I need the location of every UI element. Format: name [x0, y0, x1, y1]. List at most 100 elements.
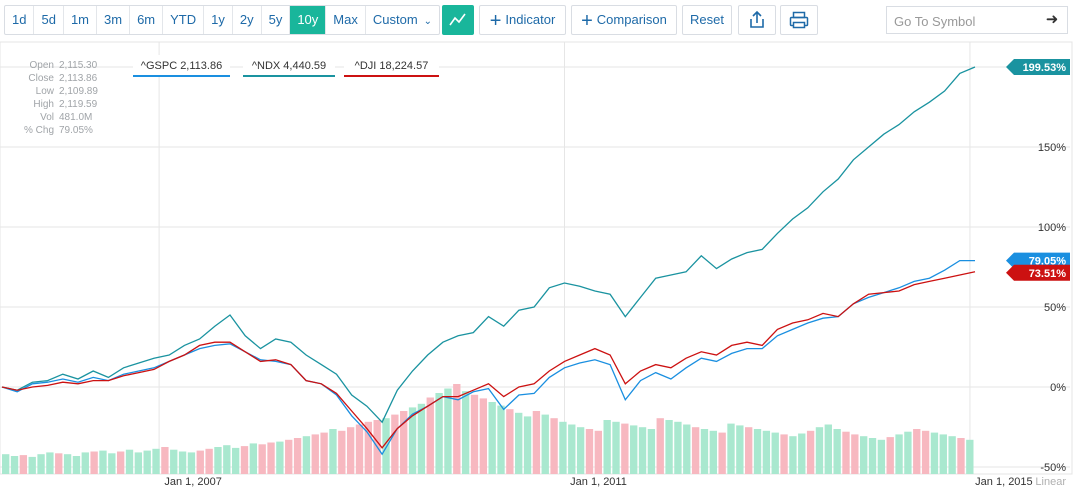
volume-bar	[258, 444, 266, 474]
share-icon	[750, 10, 764, 28]
volume-bar	[753, 429, 762, 474]
last-value-flag	[1006, 59, 1070, 75]
volume-bar	[461, 391, 470, 474]
volume-bar	[391, 414, 399, 474]
volume-bar	[320, 432, 328, 474]
range-5d[interactable]: 5d	[34, 6, 64, 34]
volume-bar	[868, 438, 877, 474]
volume-bar	[621, 423, 629, 474]
volume-bar	[806, 430, 815, 474]
share-button[interactable]	[738, 5, 776, 35]
volume-bar	[594, 430, 602, 474]
volume-bar	[736, 425, 744, 474]
y-tick-label: -50%	[1040, 462, 1066, 474]
volume-bar	[515, 412, 523, 474]
range-1y[interactable]: 1y	[204, 6, 233, 34]
range-10y[interactable]: 10y	[290, 6, 327, 34]
volume-bar	[860, 436, 868, 474]
volume-bar	[214, 447, 222, 474]
volume-bar	[99, 450, 107, 474]
volume-bar	[798, 433, 806, 474]
volume-bar	[46, 452, 54, 474]
quote-row: Close 2,113.86	[4, 73, 98, 86]
volume-bar	[223, 445, 231, 474]
volume-bar	[559, 421, 567, 474]
chart-type-button[interactable]	[442, 5, 474, 35]
arrow-right-icon[interactable]: ➜	[1045, 11, 1059, 28]
volume-bar	[727, 423, 735, 474]
volume-bar	[400, 411, 408, 474]
volume-bar	[161, 447, 169, 474]
volume-bar	[833, 429, 841, 474]
volume-bar	[966, 439, 974, 474]
volume-bar	[143, 450, 151, 474]
quote-value: 2,109.89	[59, 85, 98, 97]
volume-bar	[90, 451, 98, 474]
range-3m[interactable]: 3m	[97, 6, 131, 34]
volume-bar	[948, 436, 956, 474]
volume-bar	[240, 446, 249, 474]
quote-label: Vol	[40, 111, 54, 123]
range-custom[interactable]: Custom ⌄	[366, 6, 439, 34]
volume-bar	[532, 411, 541, 474]
quote-value: 2,119.59	[59, 98, 98, 110]
comparison-button[interactable]: + Comparison	[571, 5, 677, 35]
volume-bar	[285, 439, 293, 474]
volume-bar	[877, 439, 886, 474]
volume-bar	[638, 427, 647, 474]
volume-bar	[497, 405, 505, 474]
volume-bar	[683, 424, 691, 474]
indicator-label: Indicator	[505, 12, 556, 27]
volume-bar	[815, 427, 824, 474]
legend-ndx[interactable]: ^NDX 4,440.59	[243, 55, 335, 77]
volume-bar	[329, 429, 337, 474]
volume-bar	[488, 402, 496, 474]
quote-row: High 2,119.59	[4, 99, 98, 112]
indicator-button[interactable]: + Indicator	[479, 5, 566, 35]
range-6m[interactable]: 6m	[130, 6, 164, 34]
quote-value: 2,115.30	[59, 60, 98, 71]
reset-button[interactable]: Reset	[682, 5, 732, 35]
volume-bar	[656, 418, 664, 474]
volume-bar	[134, 452, 143, 474]
volume-bar	[939, 434, 947, 474]
volume-bar	[568, 424, 576, 474]
legend-dji[interactable]: ^DJI 18,224.57	[344, 55, 439, 77]
quote-row: % Chg 79.05%	[4, 125, 98, 138]
symbol-search: ➜	[886, 6, 1068, 34]
volume-bar	[108, 453, 116, 474]
volume-bar	[630, 425, 638, 474]
legend-gspc[interactable]: ^GSPC 2,113.86	[133, 55, 230, 77]
volume-bar	[921, 430, 930, 474]
last-value-label: 199.53%	[1023, 62, 1067, 74]
quote-row: Low 2,109.89	[4, 86, 98, 99]
range-1d[interactable]: 1d	[5, 6, 35, 34]
volume-bar	[886, 437, 894, 474]
volume-bar	[780, 434, 788, 474]
volume-bar	[267, 442, 275, 474]
last-value-label: 79.05%	[1029, 256, 1067, 268]
volume-bar	[293, 438, 302, 474]
symbol-search-input[interactable]	[892, 11, 1036, 31]
volume-bar	[408, 407, 417, 474]
print-button[interactable]	[780, 5, 818, 35]
range-2y[interactable]: 2y	[233, 6, 262, 34]
range-ytd[interactable]: YTD	[163, 6, 205, 34]
volume-bar	[957, 438, 965, 474]
range-max[interactable]: Max	[326, 6, 366, 34]
quote-label: High	[33, 98, 54, 110]
quote-label: Open	[29, 60, 54, 71]
volume-bar	[612, 421, 620, 474]
volume-bar	[771, 432, 779, 474]
quote-value: 481.0M	[59, 111, 93, 123]
volume-bar	[55, 453, 63, 474]
volume-bar	[506, 409, 514, 474]
y-scale-label: Linear	[1035, 476, 1066, 488]
comparison-label: Comparison	[596, 12, 667, 27]
volume-bar	[205, 448, 213, 474]
range-5y[interactable]: 5y	[262, 6, 291, 34]
range-1m[interactable]: 1m	[64, 6, 97, 34]
quote-value: 79.05%	[59, 124, 93, 136]
volume-bar	[930, 432, 939, 474]
